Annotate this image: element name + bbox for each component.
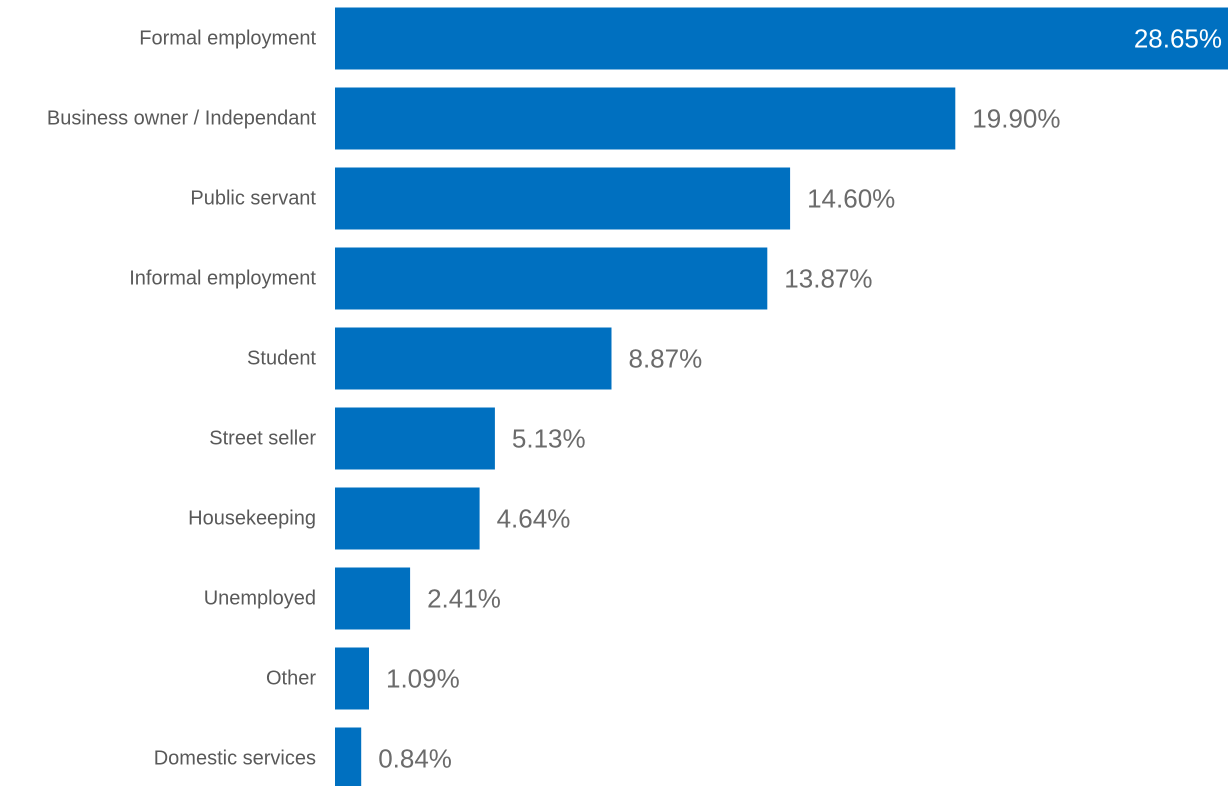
- category-label-other: Other: [266, 668, 316, 690]
- value-label-student: 8.87%: [629, 344, 703, 374]
- bar-unemployed: [335, 567, 411, 630]
- labels-layer: Formal employment 28.65% Business owner / …: [47, 24, 1222, 774]
- value-label-informal-employment: 13.87%: [784, 264, 872, 294]
- category-label-domestic-services: Domestic services: [154, 748, 316, 770]
- category-label-informal-employment: Informal employment: [129, 268, 316, 290]
- bar-domestic-services: [335, 727, 362, 786]
- bar-other: [335, 647, 369, 710]
- value-label-other: 1.09%: [386, 664, 460, 694]
- value-label-public-servant: 14.60%: [807, 184, 895, 214]
- category-label-street-seller: Street seller: [209, 428, 316, 450]
- bar-street-seller: [335, 407, 495, 470]
- bar-business-owner-independant: [335, 87, 956, 150]
- category-label-public-servant: Public servant: [190, 188, 316, 210]
- bar-student: [335, 327, 612, 390]
- bar-housekeeping: [335, 487, 480, 550]
- category-label-formal-employment: Formal employment: [139, 28, 316, 50]
- value-label-business-owner-independant: 19.90%: [972, 104, 1060, 134]
- value-label-street-seller: 5.13%: [512, 424, 586, 454]
- value-label-domestic-services: 0.84%: [378, 744, 452, 774]
- value-label-formal-employment: 28.65%: [1134, 24, 1222, 54]
- bar-public-servant: [335, 167, 791, 230]
- bars-layer: [335, 7, 1228, 786]
- value-label-housekeeping: 4.64%: [497, 504, 571, 534]
- category-label-student: Student: [247, 348, 316, 370]
- bar-formal-employment: [335, 7, 1228, 70]
- value-label-unemployed: 2.41%: [427, 584, 501, 614]
- category-label-housekeeping: Housekeeping: [188, 508, 316, 530]
- bar-informal-employment: [335, 247, 768, 310]
- category-label-business-owner-independant: Business owner / Independant: [47, 108, 317, 130]
- category-label-unemployed: Unemployed: [204, 588, 316, 610]
